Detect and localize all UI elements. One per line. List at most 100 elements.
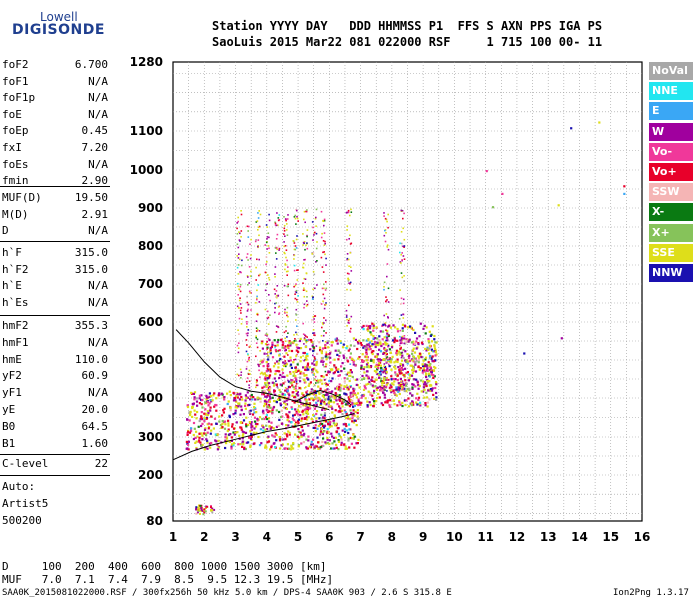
echo-point [274, 446, 277, 449]
echo-point [400, 351, 403, 355]
echo-point [247, 423, 250, 427]
legend-item-x-: X- [649, 203, 693, 222]
echo-point [246, 334, 249, 337]
echo-point [280, 338, 283, 341]
echo-point [284, 438, 287, 441]
echo-point [210, 509, 212, 512]
echo-point [275, 325, 278, 327]
echo-point [323, 400, 326, 404]
echo-point [230, 443, 234, 446]
echo-point [424, 358, 427, 361]
x-tick-label: 8 [388, 530, 396, 544]
echo-point [335, 424, 338, 427]
echo-point [376, 364, 380, 368]
echo-point [285, 340, 287, 342]
echo-point [327, 402, 330, 405]
echo-point [296, 325, 298, 327]
echo-point [239, 232, 241, 235]
echo-point [222, 411, 225, 414]
echo-point [332, 395, 335, 398]
echo-point [426, 367, 429, 370]
echo-point [281, 346, 284, 349]
echo-point [352, 433, 355, 436]
echo-point [241, 437, 244, 440]
echo-point [303, 373, 305, 376]
echo-point [403, 389, 406, 393]
echo-point [283, 216, 285, 218]
echo-point [211, 507, 214, 510]
echo-point [274, 222, 277, 225]
echo-point [265, 241, 268, 244]
echo-point [288, 447, 291, 450]
echo-point [325, 363, 328, 366]
echo-point [227, 428, 230, 431]
echo-point [246, 225, 249, 228]
echo-point [275, 238, 278, 240]
echo-point [240, 230, 243, 232]
trace-upper [175, 329, 330, 411]
echo-point [435, 383, 438, 386]
echo-point [401, 368, 404, 371]
echo-point [209, 399, 212, 402]
echo-point [401, 351, 404, 354]
echo-point [299, 372, 302, 375]
echo-point [294, 245, 297, 247]
echo-point [392, 383, 395, 386]
echo-point [295, 247, 298, 249]
param-name: h`Es [2, 295, 29, 309]
echo-point [373, 380, 376, 383]
echo-point [313, 321, 316, 323]
echo-point [278, 249, 280, 251]
echo-point [349, 214, 351, 217]
echo-point [312, 438, 315, 441]
echo-point [238, 231, 240, 233]
echo-point [315, 247, 318, 250]
echo-point [303, 359, 305, 362]
echo-point [370, 340, 373, 343]
echo-point [414, 357, 417, 360]
echo-point [247, 373, 250, 375]
echo-point [211, 511, 214, 514]
echo-point [393, 341, 396, 344]
echo-point [350, 208, 352, 211]
echo-point [246, 380, 248, 383]
echo-point [335, 431, 338, 434]
echo-point [340, 365, 343, 368]
echo-point [317, 396, 320, 399]
echo-point [292, 361, 295, 364]
echo-point [304, 395, 307, 399]
echo-point [285, 249, 288, 251]
echo-point [335, 446, 338, 449]
echo-point [312, 368, 314, 370]
echo-point [314, 424, 317, 427]
echo-point [294, 376, 297, 379]
echo-point [278, 247, 281, 250]
echo-point [266, 261, 268, 263]
echo-point [345, 429, 348, 432]
echo-point [345, 447, 348, 450]
echo-point [310, 339, 313, 342]
echo-point [367, 375, 370, 378]
echo-point [424, 404, 427, 407]
echo-point [372, 350, 375, 353]
echo-point [326, 438, 329, 441]
echo-point [347, 423, 351, 426]
echo-point [347, 321, 350, 324]
echo-point [407, 405, 410, 408]
echo-point [334, 436, 338, 439]
echo-point [430, 340, 434, 343]
echo-point [266, 379, 268, 382]
echo-point [321, 399, 324, 402]
echo-point [213, 417, 217, 420]
echo-point [287, 380, 291, 383]
echo-point [434, 359, 437, 362]
echo-point [356, 402, 359, 405]
echo-point [253, 416, 257, 419]
echo-point [248, 359, 250, 362]
echo-point [285, 424, 288, 427]
echo-point [382, 323, 385, 326]
echo-point [255, 381, 258, 384]
echo-point [401, 210, 404, 212]
echo-point [278, 388, 281, 392]
echo-point [249, 412, 252, 415]
